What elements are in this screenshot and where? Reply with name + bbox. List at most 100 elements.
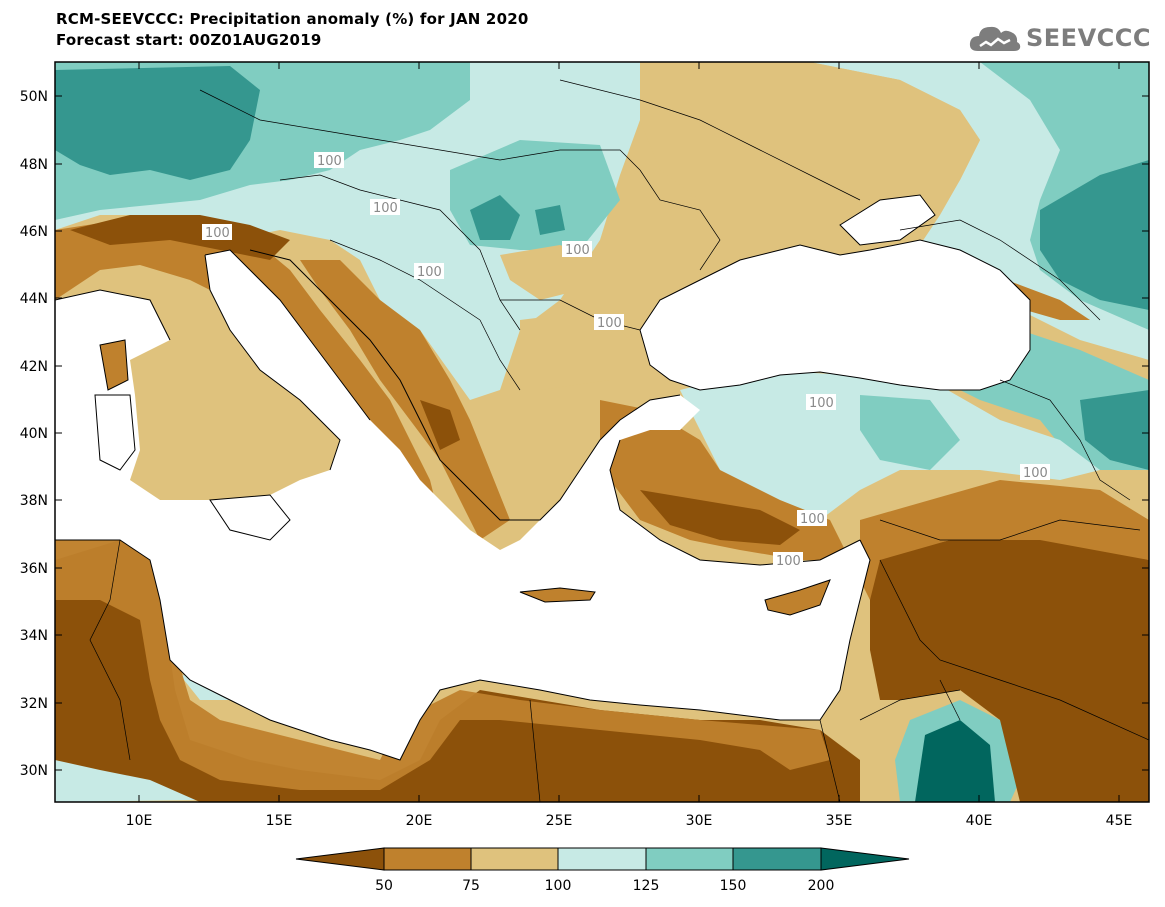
lon-label: 30E: [686, 813, 713, 829]
lat-label: 30N: [20, 763, 48, 779]
longitude-axis: 10E 15E 20E 25E 30E 35E 40E 45E: [126, 62, 1133, 829]
contour-label-box: [202, 224, 232, 240]
colorbar-segment: [732, 847, 822, 871]
dry-zone-middle-east: [870, 530, 1149, 802]
lat-label: 38N: [20, 493, 48, 509]
coastline-corsica: [99, 339, 129, 391]
contour-label: 100: [373, 201, 398, 216]
lon-label: 15E: [266, 813, 293, 829]
contour-label: 100: [597, 316, 622, 331]
dry-zone-north-africa: [55, 540, 860, 802]
coastline-turkey: [609, 439, 861, 566]
contour-label-box: [1020, 464, 1050, 480]
lon-label: 20E: [406, 813, 433, 829]
dry-zone-north-africa-mid: [55, 525, 830, 790]
colorbar-label: 125: [633, 878, 660, 894]
map-title: RCM-SEEVCCC: Precipitation anomaly (%) f…: [56, 10, 529, 28]
colorbar-label: 200: [808, 878, 835, 894]
contour-label: 100: [776, 554, 801, 569]
coastline-sardinia: [94, 394, 136, 471]
wet-zone-turkey-east: [1080, 390, 1149, 470]
contour-label-box: [370, 199, 400, 215]
coastline-cyprus: [764, 579, 831, 616]
cyprus-island: [765, 580, 830, 615]
wet-zone-sinai-strong: [915, 720, 995, 802]
logo-text: SEEVCCC: [1026, 24, 1151, 52]
contour-label-box: [562, 241, 592, 257]
dry-zone-levant: [860, 480, 1149, 600]
seevccc-logo: SEEVCCC: [968, 20, 1151, 56]
lon-label: 25E: [546, 813, 573, 829]
colorbar-label: 150: [720, 878, 747, 894]
coastline-black-sea: [639, 239, 1031, 391]
contour-label: 100: [205, 226, 230, 241]
wet-zone-romania-spot: [535, 205, 565, 235]
contour-labels: 100 100 100 100 100 100 100 100 100 100: [202, 152, 1050, 569]
colorbar-label: 100: [545, 878, 572, 894]
contour-label: 100: [800, 512, 825, 527]
contour-label: 100: [809, 396, 834, 411]
contour-label: 100: [565, 243, 590, 258]
colorbar-segment: [557, 847, 647, 871]
contour-label-box: [414, 263, 444, 279]
latitude-axis: 50N 48N 46N 44N 42N 40N 38N 36N 34N 32N …: [20, 89, 1149, 779]
map-frame: [54, 61, 1150, 803]
lat-label: 48N: [20, 157, 48, 173]
coastline-italy: [55, 249, 371, 471]
contour-label: 100: [1023, 466, 1048, 481]
wet-zone-caspian: [1040, 160, 1149, 310]
wet-zone-hungary: [470, 195, 520, 240]
coastline-azov: [839, 194, 936, 246]
colorbar-segment: [470, 847, 559, 871]
lon-label: 45E: [1106, 813, 1133, 829]
country-borders: [89, 79, 1149, 802]
lat-label: 32N: [20, 696, 48, 712]
lat-label: 50N: [20, 89, 48, 105]
colorbar-segment: [383, 847, 472, 871]
coastline-sicily: [209, 494, 291, 541]
lat-label: 44N: [20, 291, 48, 307]
coastline-levant: [819, 539, 871, 721]
contour-label-box: [797, 510, 827, 526]
colorbar-segment: [820, 847, 910, 871]
black-sea: [640, 240, 1030, 390]
dry-zone-anatolia-south: [600, 400, 850, 560]
contour-label-box: [773, 552, 803, 568]
colorbar: 50 75 100 125 150 200: [295, 847, 910, 894]
lat-label: 46N: [20, 224, 48, 240]
colorbar-label: 50: [375, 878, 393, 894]
lat-label: 42N: [20, 359, 48, 375]
corsica-island: [100, 340, 128, 390]
coastline-africa: [55, 539, 820, 761]
crete-island: [520, 588, 595, 602]
contour-label: 100: [417, 265, 442, 280]
lon-label: 35E: [826, 813, 853, 829]
cloud-icon: [969, 26, 1021, 51]
mediterranean-sea: [55, 250, 870, 760]
lat-label: 40N: [20, 426, 48, 442]
contour-label: 100: [317, 154, 342, 169]
dry-zone-anatolia-strong: [640, 490, 800, 545]
contour-label-box: [594, 314, 624, 330]
contour-label-box: [314, 152, 344, 168]
sea-of-azov: [840, 195, 935, 245]
wet-zone-turkey-mid: [860, 395, 960, 470]
colorbar-segment: [645, 847, 734, 871]
dry-zone-romania: [500, 245, 600, 300]
coastline-balkans: [249, 249, 681, 521]
dry-zone-ukraine: [640, 62, 980, 230]
lon-label: 40E: [966, 813, 993, 829]
contour-label-box: [806, 394, 836, 410]
lat-label: 36N: [20, 561, 48, 577]
dry-zone-alps-south: [70, 215, 290, 260]
forecast-start-label: Forecast start: 00Z01AUG2019: [56, 31, 322, 49]
dry-zone-balkans: [300, 260, 510, 540]
lon-label: 10E: [126, 813, 153, 829]
coastlines: [55, 194, 1031, 761]
coastline-crete: [519, 587, 596, 603]
wet-zone-alps-strong: [55, 66, 260, 180]
dry-zone-greece: [420, 400, 460, 450]
colorbar-label: 75: [462, 878, 480, 894]
colorbar-segment: [295, 847, 385, 871]
